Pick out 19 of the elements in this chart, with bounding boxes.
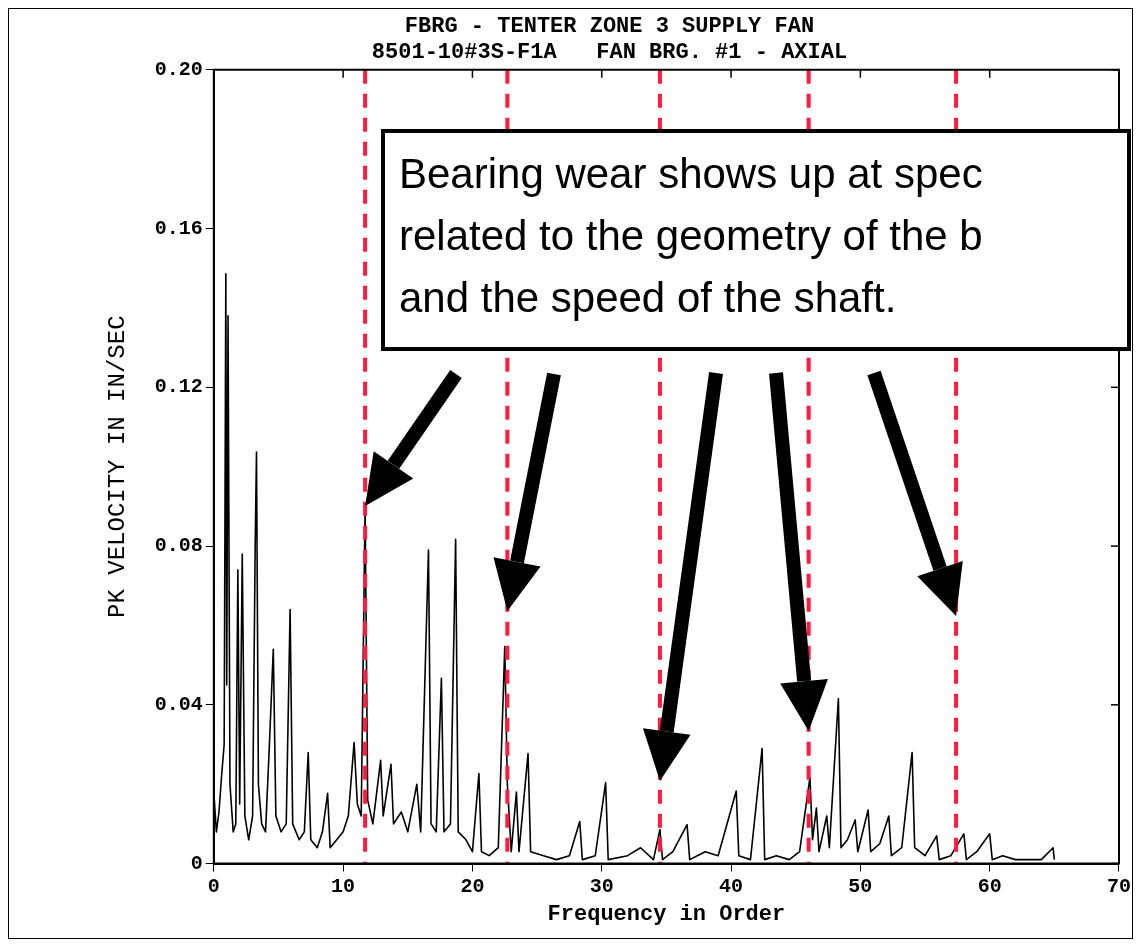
y-tick-label: 0 bbox=[190, 851, 203, 875]
y-tick-label: 0.08 bbox=[154, 534, 203, 558]
x-tick-label: 50 bbox=[848, 874, 873, 898]
x-tick-label: 20 bbox=[460, 874, 485, 898]
x-tick-label: 70 bbox=[1106, 874, 1132, 898]
x-axis-title: Frequency in Order bbox=[547, 902, 786, 928]
x-tick-label: 60 bbox=[977, 874, 1002, 898]
x-tick-label: 30 bbox=[589, 874, 614, 898]
chart-title: FBRG - TENTER ZONE 3 SUPPLY FAN bbox=[404, 13, 815, 39]
y-tick-label: 0.20 bbox=[154, 57, 203, 81]
y-tick-label: 0.04 bbox=[154, 692, 203, 716]
annotation: Bearing wear shows up at spec related to the geometry of the b and the speed of the shaft. bbox=[399, 149, 983, 323]
x-tick-label: 40 bbox=[719, 874, 744, 898]
y-tick-label: 0.12 bbox=[154, 375, 203, 399]
x-tick-label: 0 bbox=[207, 874, 220, 898]
y-axis-title: PK VELOCITY IN IN/SEC bbox=[103, 315, 131, 618]
y-tick-label: 0.16 bbox=[154, 216, 203, 240]
chart-subtitle: 8501-10#3S-F1A FAN BRG. #1 - AXIAL bbox=[371, 40, 848, 66]
x-tick-label: 10 bbox=[331, 874, 356, 898]
